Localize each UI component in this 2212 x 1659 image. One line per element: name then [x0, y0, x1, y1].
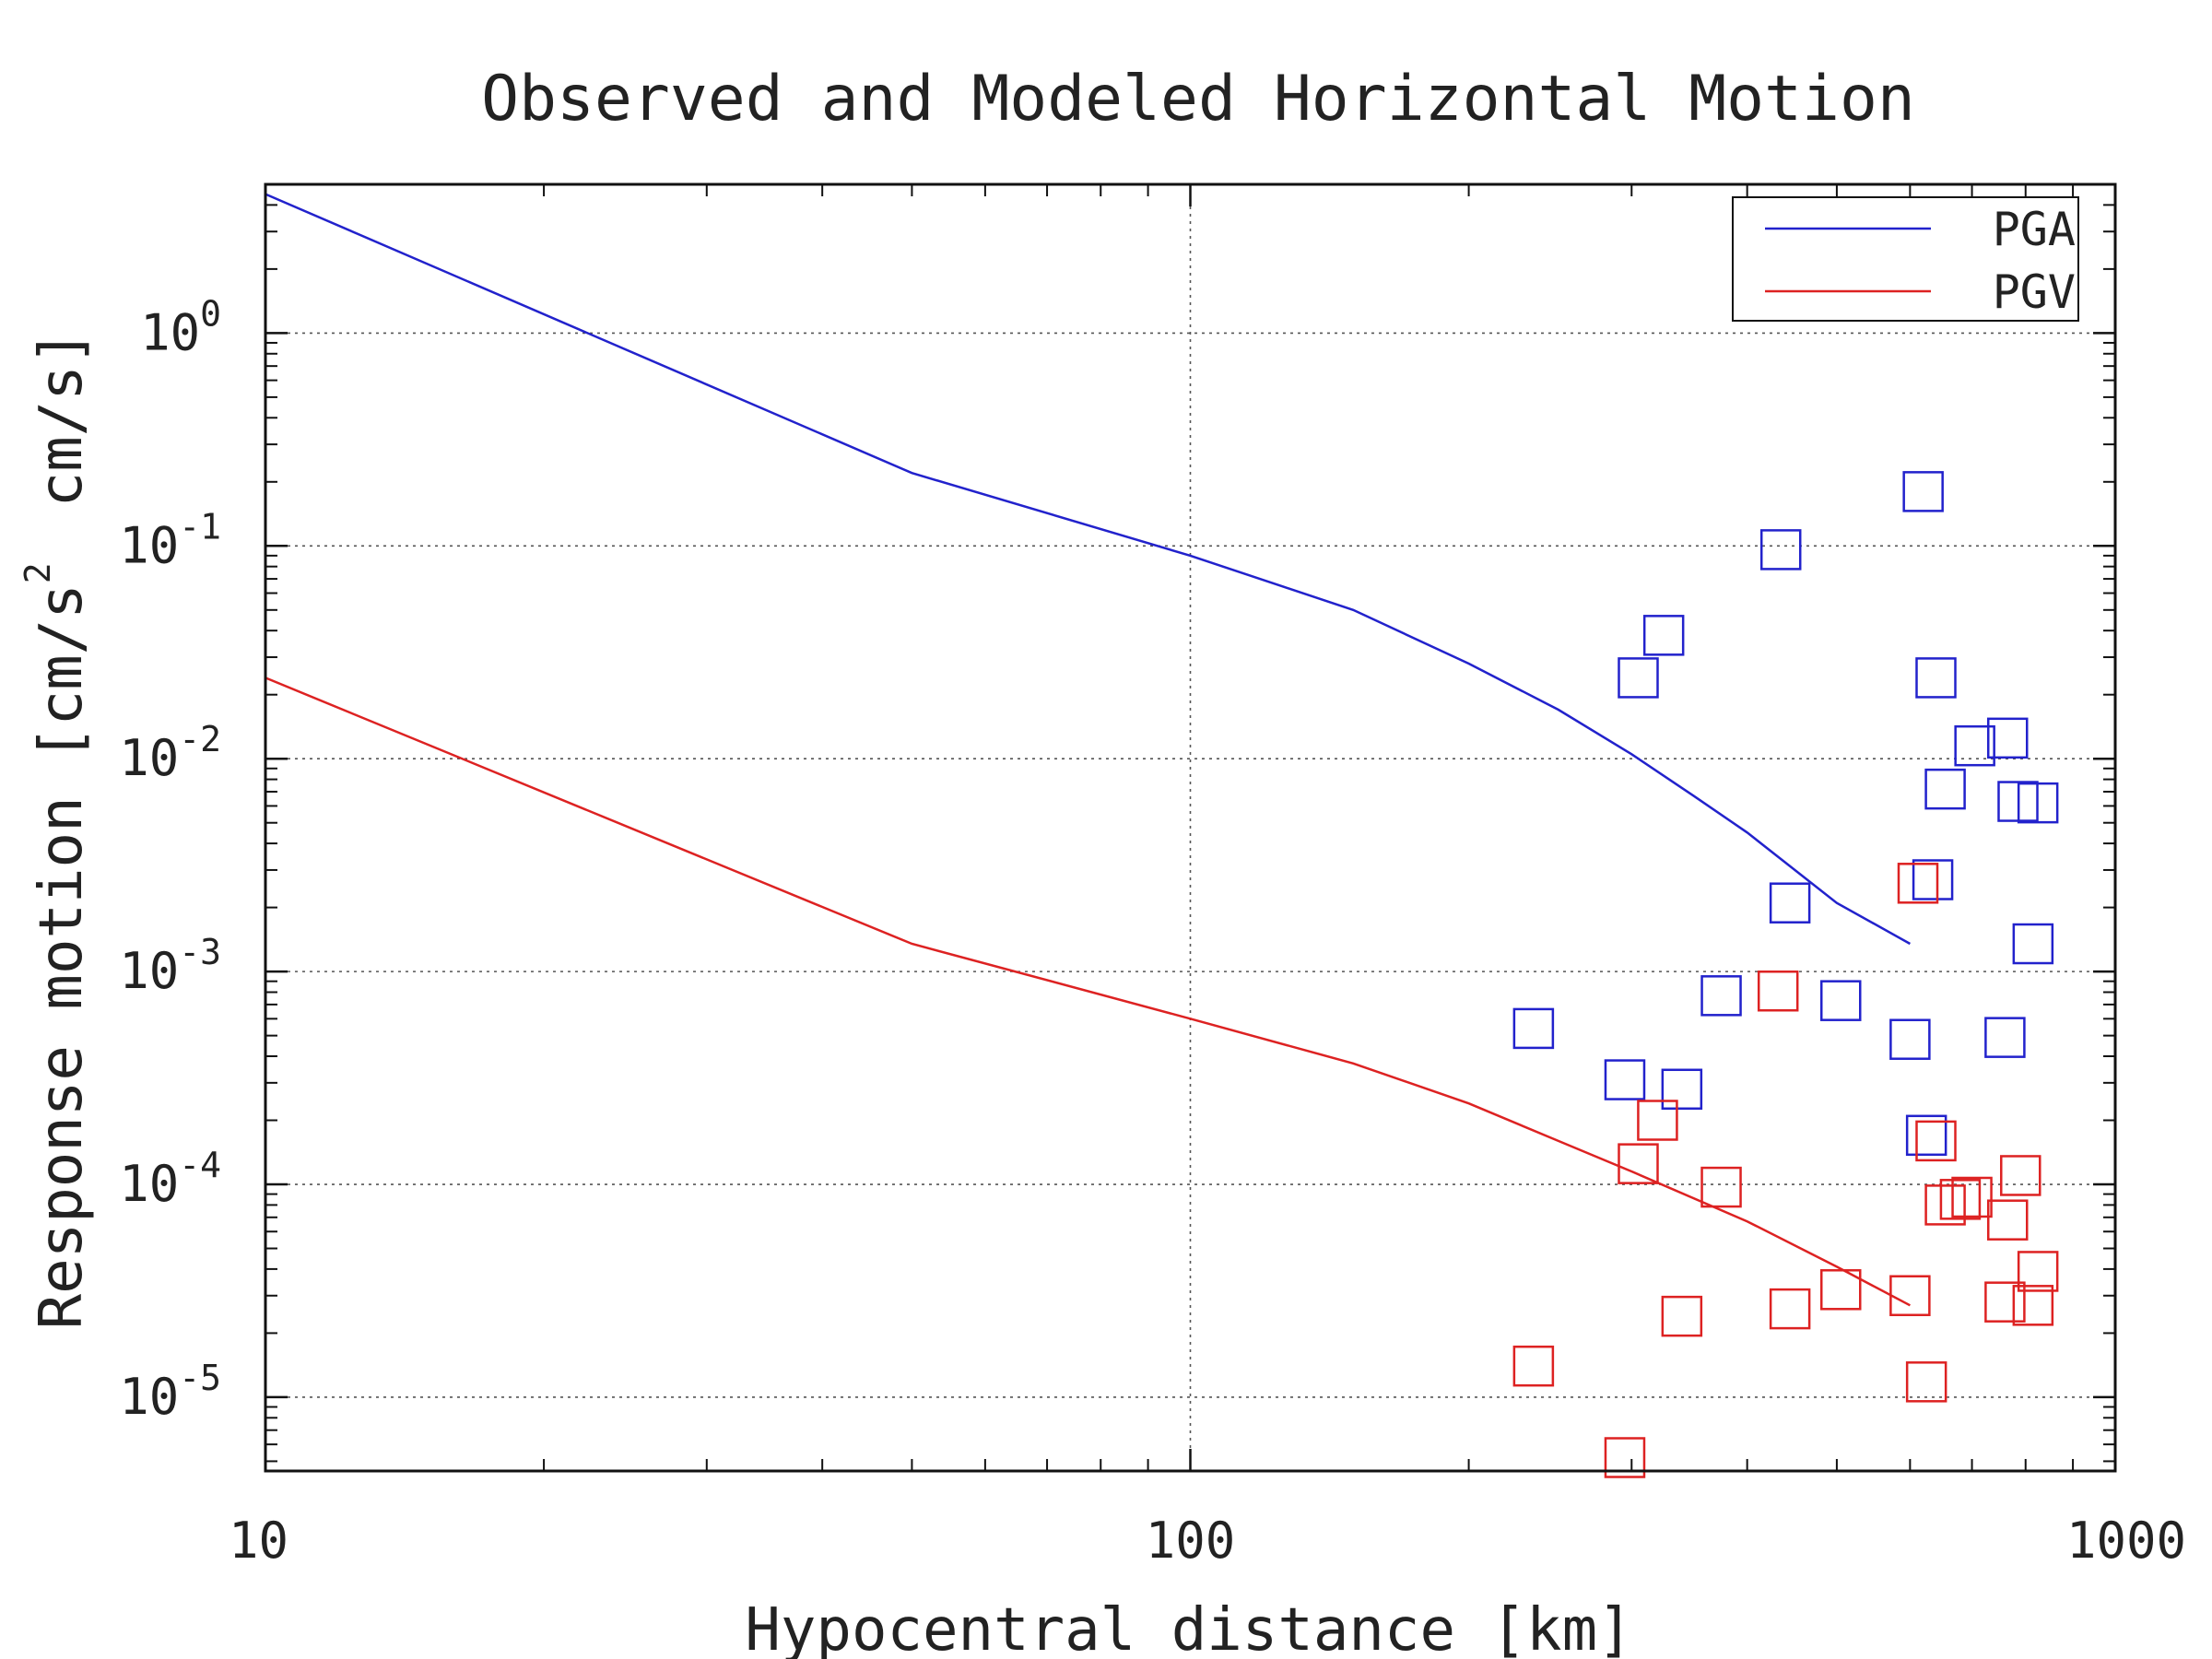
y-tick-label-base: 10 [119, 942, 179, 1000]
y-tick-label: 10-1 [119, 506, 221, 574]
marker-pgv [1820, 1269, 1862, 1311]
marker-pga [1700, 975, 1742, 1017]
series-lines [265, 193, 1912, 1307]
y-tick-label: 10-4 [119, 1145, 221, 1213]
marker-pga [1512, 1007, 1555, 1050]
marker-pgv [1512, 1345, 1555, 1387]
y-axis-label-superscript: 2 [18, 562, 58, 583]
y-tick-label-base: 10 [119, 516, 179, 574]
marker-pgv [2017, 1251, 2059, 1292]
marker-pga [1912, 859, 1954, 900]
marker-pgv [1889, 1275, 1931, 1317]
legend-label-pgv: PGV [1993, 265, 2076, 319]
marker-pgv [2012, 1285, 2054, 1326]
line-pgv [265, 677, 1911, 1307]
marker-pgv [2000, 1155, 2041, 1196]
marker-pga [2017, 782, 2059, 824]
y-tick-label-exponent: -3 [179, 932, 221, 972]
marker-pga [1618, 657, 1659, 699]
axis-ticks [264, 183, 2117, 1471]
marker-pgv [1915, 1120, 1957, 1162]
marker-pgv [1661, 1295, 1703, 1337]
marker-pga [2012, 923, 2054, 965]
grid [265, 184, 2115, 1471]
y-tick-label: 10-3 [119, 932, 221, 1000]
marker-pgv [1637, 1100, 1678, 1141]
marker-pga [1820, 980, 1862, 1021]
marker-pga [1984, 1017, 2026, 1058]
marker-pgv [1951, 1176, 1993, 1218]
y-tick-label-exponent: -5 [179, 1358, 221, 1398]
marker-pgv [1604, 1437, 1646, 1478]
marker-pga [1924, 768, 1966, 810]
marker-pga [1902, 471, 1944, 512]
legend: PGA PGV [1732, 196, 2079, 322]
marker-pga [1769, 882, 1811, 924]
y-axis-label-tail: cm/s] [28, 330, 96, 508]
y-tick-label-exponent: -1 [179, 506, 221, 547]
y-tick-label-base: 10 [119, 729, 179, 787]
marker-pgv [1700, 1166, 1742, 1208]
y-tick-label: 10-2 [119, 719, 221, 787]
marker-pgv [1905, 1361, 1947, 1403]
x-axis-label: Hypocentral distance [km] [745, 1596, 1632, 1659]
y-tick-label: 10-5 [119, 1358, 221, 1426]
x-tick-label: 10 [229, 1512, 288, 1570]
x-tick-label: 1000 [2066, 1512, 2186, 1570]
y-tick-label-base: 10 [140, 303, 200, 361]
y-tick-label: 100 [140, 293, 221, 361]
y-tick-label-base: 10 [119, 1155, 179, 1213]
marker-pga [1642, 615, 1685, 656]
y-tick-label-exponent: -2 [179, 719, 221, 759]
y-tick-label-exponent: -4 [179, 1145, 221, 1185]
y-tick-label-exponent: 0 [200, 293, 221, 334]
marker-pgv [1769, 1288, 1811, 1330]
marker-pgv [1618, 1143, 1659, 1184]
marker-pga [1987, 717, 2029, 759]
marker-pgv [1987, 1199, 2029, 1241]
marker-pgv [1757, 970, 1799, 1012]
marker-pga [1759, 529, 1802, 571]
marker-pgv [1897, 863, 1939, 904]
marker-pgv [1984, 1281, 2026, 1323]
marker-pga [1954, 724, 1995, 767]
marker-pga [1604, 1059, 1646, 1100]
legend-label-pga: PGA [1993, 203, 2076, 256]
x-tick-labels: 10 100 1000 [229, 1512, 2186, 1570]
marker-pga [1889, 1018, 1931, 1060]
y-axis-label-main: Response motion [cm/s [28, 583, 96, 1329]
marker-pgv [1924, 1184, 1966, 1226]
y-axis-label: Response motion [cm/s2 cm/s] [18, 330, 96, 1330]
line-pga [265, 193, 1912, 946]
marker-pga [1905, 1114, 1947, 1157]
marker-pgv [1939, 1179, 1982, 1220]
marker-pga [1661, 1068, 1703, 1111]
chart-title: Observed and Modeled Horizontal Motion [481, 63, 1915, 135]
y-tick-label-base: 10 [119, 1368, 179, 1426]
markers [1512, 471, 2059, 1478]
legend-box [1732, 196, 2079, 322]
x-tick-label: 100 [1146, 1512, 1236, 1570]
marker-pga [1915, 657, 1957, 699]
